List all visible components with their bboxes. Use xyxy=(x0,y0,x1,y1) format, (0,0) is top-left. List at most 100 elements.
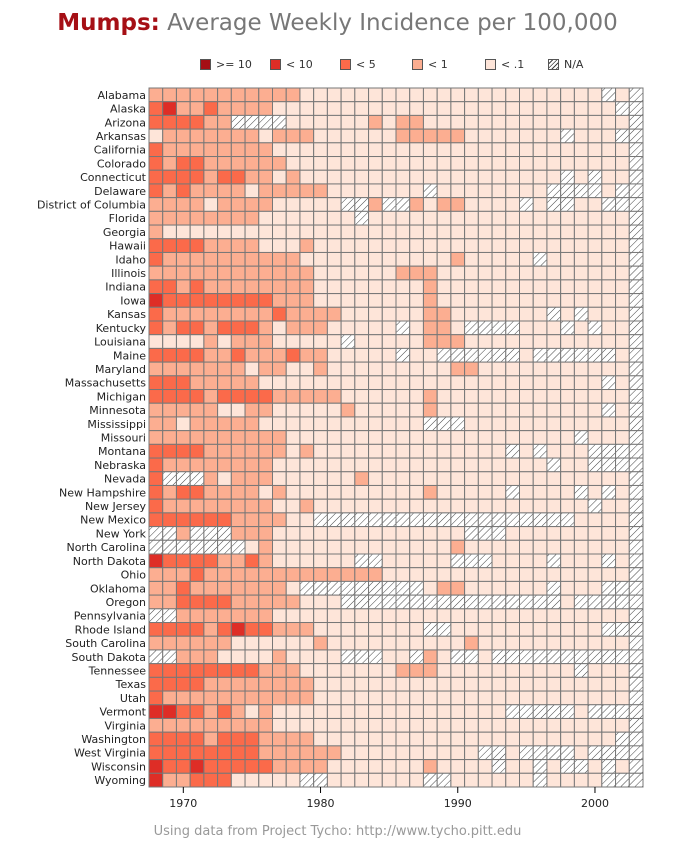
heatmap-cell xyxy=(162,251,177,267)
heatmap-cell xyxy=(162,622,177,637)
heatmap-cell xyxy=(368,717,383,733)
heatmap-cell xyxy=(272,608,287,624)
row-label: Delaware xyxy=(94,185,146,198)
heatmap-cell xyxy=(573,210,589,226)
heatmap-cell xyxy=(560,690,575,706)
heatmap-cell xyxy=(299,567,315,582)
heatmap-cell xyxy=(285,87,301,103)
heatmap-cell xyxy=(203,622,219,637)
heatmap-cell xyxy=(464,169,479,185)
heatmap-cell xyxy=(587,608,603,624)
heatmap-cell xyxy=(217,649,232,665)
legend-label: < 5 xyxy=(356,57,376,71)
heatmap-cell xyxy=(244,622,260,637)
heatmap-cell xyxy=(162,676,177,692)
heatmap-cell xyxy=(230,663,246,678)
heatmap-cell xyxy=(436,512,452,528)
heatmap-cell xyxy=(381,416,397,432)
heatmap-cell xyxy=(272,265,287,281)
heatmap-cell xyxy=(587,238,603,253)
heatmap-cell xyxy=(203,142,219,158)
heatmap-cell xyxy=(628,156,644,171)
heatmap-cell xyxy=(628,375,644,391)
heatmap-cell xyxy=(573,320,589,336)
heatmap-cell xyxy=(532,347,548,363)
heatmap-cell xyxy=(615,402,630,418)
heatmap-cell xyxy=(354,361,370,377)
heatmap-cell xyxy=(450,553,466,569)
heatmap-cell xyxy=(354,402,370,418)
heatmap-cell xyxy=(326,704,342,719)
heatmap-cell xyxy=(505,471,520,486)
heatmap-cell xyxy=(217,293,232,308)
heatmap-cell xyxy=(368,608,383,624)
heatmap-cell xyxy=(395,594,411,610)
heatmap-cell xyxy=(340,334,356,349)
heatmap-cell xyxy=(354,649,370,665)
heatmap-cell xyxy=(560,347,575,363)
heatmap-cell xyxy=(285,128,301,144)
heatmap-cell xyxy=(162,87,177,103)
heatmap-cell xyxy=(532,471,548,486)
heatmap-cell xyxy=(326,635,342,651)
heatmap-cell xyxy=(450,265,466,281)
heatmap-cell xyxy=(505,608,520,624)
heatmap-cell xyxy=(244,443,260,459)
heatmap-cell xyxy=(299,690,315,706)
heatmap-cell xyxy=(409,594,424,610)
heatmap-cell xyxy=(285,471,301,486)
row-label: Arkansas xyxy=(96,130,146,143)
heatmap-cell xyxy=(230,402,246,418)
heatmap-cell xyxy=(436,553,452,569)
heatmap-cell xyxy=(450,526,466,541)
heatmap-cell xyxy=(505,87,520,103)
heatmap-cell xyxy=(244,402,260,418)
heatmap-cell xyxy=(381,430,397,445)
heatmap-cell xyxy=(409,580,424,596)
heatmap-cell xyxy=(409,553,424,569)
heatmap-cell xyxy=(299,471,315,486)
heatmap-cell xyxy=(573,389,589,404)
heatmap-cell xyxy=(258,416,273,432)
heatmap-cell xyxy=(313,293,328,308)
heatmap-cell xyxy=(148,142,164,158)
heatmap-cell xyxy=(422,128,438,144)
heatmap-cell xyxy=(148,430,164,445)
heatmap-cell xyxy=(560,443,575,459)
heatmap-cell xyxy=(587,402,603,418)
row-label: New Hampshire xyxy=(59,486,146,499)
heatmap-cell xyxy=(615,210,630,226)
heatmap-cell xyxy=(628,484,644,500)
heatmap-cell xyxy=(162,717,177,733)
heatmap-cell xyxy=(354,430,370,445)
heatmap-cell xyxy=(628,114,644,130)
heatmap-cell xyxy=(285,101,301,116)
row-label: Colorado xyxy=(97,157,146,170)
heatmap-cell xyxy=(532,416,548,432)
row-label: Iowa xyxy=(120,294,146,307)
heatmap-cell xyxy=(148,498,164,514)
heatmap-cell xyxy=(175,622,191,637)
heatmap-cell xyxy=(628,457,644,473)
heatmap-cell xyxy=(258,717,273,733)
heatmap-cell xyxy=(505,498,520,514)
heatmap-cell xyxy=(587,498,603,514)
heatmap-cell xyxy=(175,608,191,624)
heatmap-cell xyxy=(573,375,589,391)
heatmap-cell xyxy=(244,526,260,541)
heatmap-cell xyxy=(368,347,383,363)
heatmap-cell xyxy=(409,498,424,514)
heatmap-cell xyxy=(340,101,356,116)
heatmap-cell xyxy=(491,334,507,349)
heatmap-cell xyxy=(450,334,466,349)
heatmap-cell xyxy=(532,608,548,624)
heatmap-cell xyxy=(368,745,383,761)
heatmap-cell xyxy=(628,279,644,295)
heatmap-cell xyxy=(477,553,493,569)
heatmap-cell xyxy=(477,635,493,651)
heatmap-cell xyxy=(189,622,205,637)
heatmap-cell xyxy=(587,128,603,144)
heatmap-cell xyxy=(272,676,287,692)
heatmap-cell xyxy=(244,224,260,240)
x-tick-label: 1970 xyxy=(169,797,197,810)
